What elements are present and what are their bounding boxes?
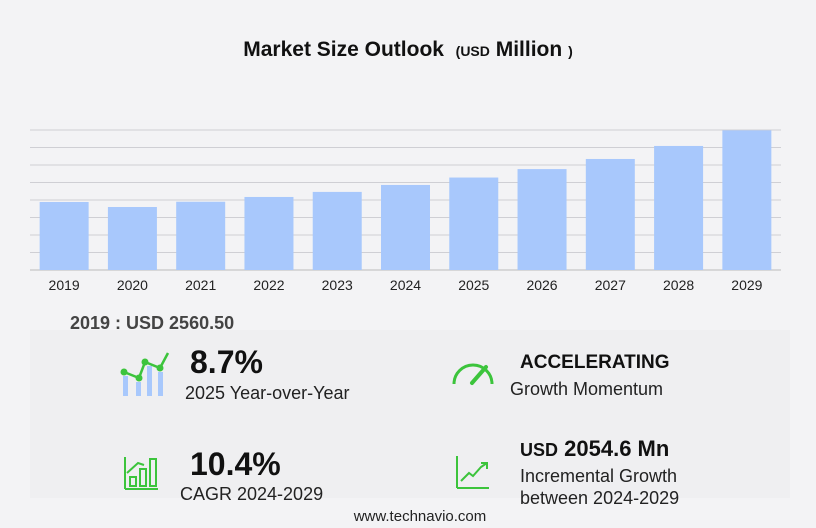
bar-2028 bbox=[654, 145, 704, 270]
yoy-label: 2025 Year-over-Year bbox=[185, 383, 350, 403]
x-tick-label: 2023 bbox=[322, 277, 353, 293]
incremental-value: USD 2054.6 Mn bbox=[520, 436, 669, 462]
momentum-value: ACCELERATING bbox=[520, 352, 670, 373]
bar-2026 bbox=[517, 169, 567, 270]
trend-line-icon bbox=[456, 456, 489, 489]
bar-2027 bbox=[585, 158, 635, 270]
unit: USD bbox=[460, 43, 490, 59]
incremental-label-1: Incremental Growth bbox=[520, 466, 678, 486]
x-tick-label: 2029 bbox=[731, 277, 762, 293]
base-year-value: 2019 : USD 2560.50 bbox=[70, 313, 235, 333]
bar-growth-icon bbox=[124, 457, 158, 490]
unit-close: ) bbox=[568, 43, 573, 59]
bar-2020 bbox=[107, 206, 157, 270]
bar-2022 bbox=[244, 196, 294, 270]
bar-2025 bbox=[449, 177, 499, 270]
cagr-value: 10.4% bbox=[190, 446, 281, 482]
incremental-amount: 2054.6 Mn bbox=[564, 436, 670, 461]
cagr-label: CAGR 2024-2029 bbox=[180, 484, 324, 504]
chart-title: Market Size Outlook (USD Million ) bbox=[0, 38, 816, 62]
x-tick-label: 2026 bbox=[526, 277, 557, 293]
bar-2029 bbox=[722, 130, 772, 270]
title-main: Market Size Outlook bbox=[243, 38, 444, 61]
x-tick-label: 2021 bbox=[185, 277, 216, 293]
unit-open: ( bbox=[455, 43, 461, 59]
incremental-label-2: between 2024-2029 bbox=[520, 488, 680, 508]
unit-word: Million bbox=[495, 38, 563, 61]
x-tick-label: 2022 bbox=[253, 277, 284, 293]
x-tick-label: 2027 bbox=[595, 277, 626, 293]
x-tick-label: 2028 bbox=[663, 277, 694, 293]
x-tick-label: 2020 bbox=[117, 277, 148, 293]
footer-url[interactable]: www.technavio.com bbox=[353, 508, 487, 525]
yoy-value: 8.7% bbox=[190, 344, 263, 380]
x-tick-label: 2025 bbox=[458, 277, 489, 293]
x-tick-label: 2019 bbox=[49, 277, 80, 293]
bar-2019 bbox=[39, 201, 89, 270]
bar-chart: 2019 2020 2021 2022 2023 2024 2025 2026 2027 2028… bbox=[30, 129, 781, 293]
bar-2023 bbox=[312, 191, 362, 270]
momentum-label: Growth Momentum bbox=[510, 379, 664, 399]
growth-chart-icon bbox=[120, 352, 170, 396]
incremental-prefix: USD bbox=[520, 440, 559, 460]
speedometer-icon bbox=[452, 363, 494, 385]
bar-2021 bbox=[176, 201, 226, 270]
x-tick-label: 2024 bbox=[390, 277, 421, 293]
bar-2024 bbox=[381, 184, 430, 270]
